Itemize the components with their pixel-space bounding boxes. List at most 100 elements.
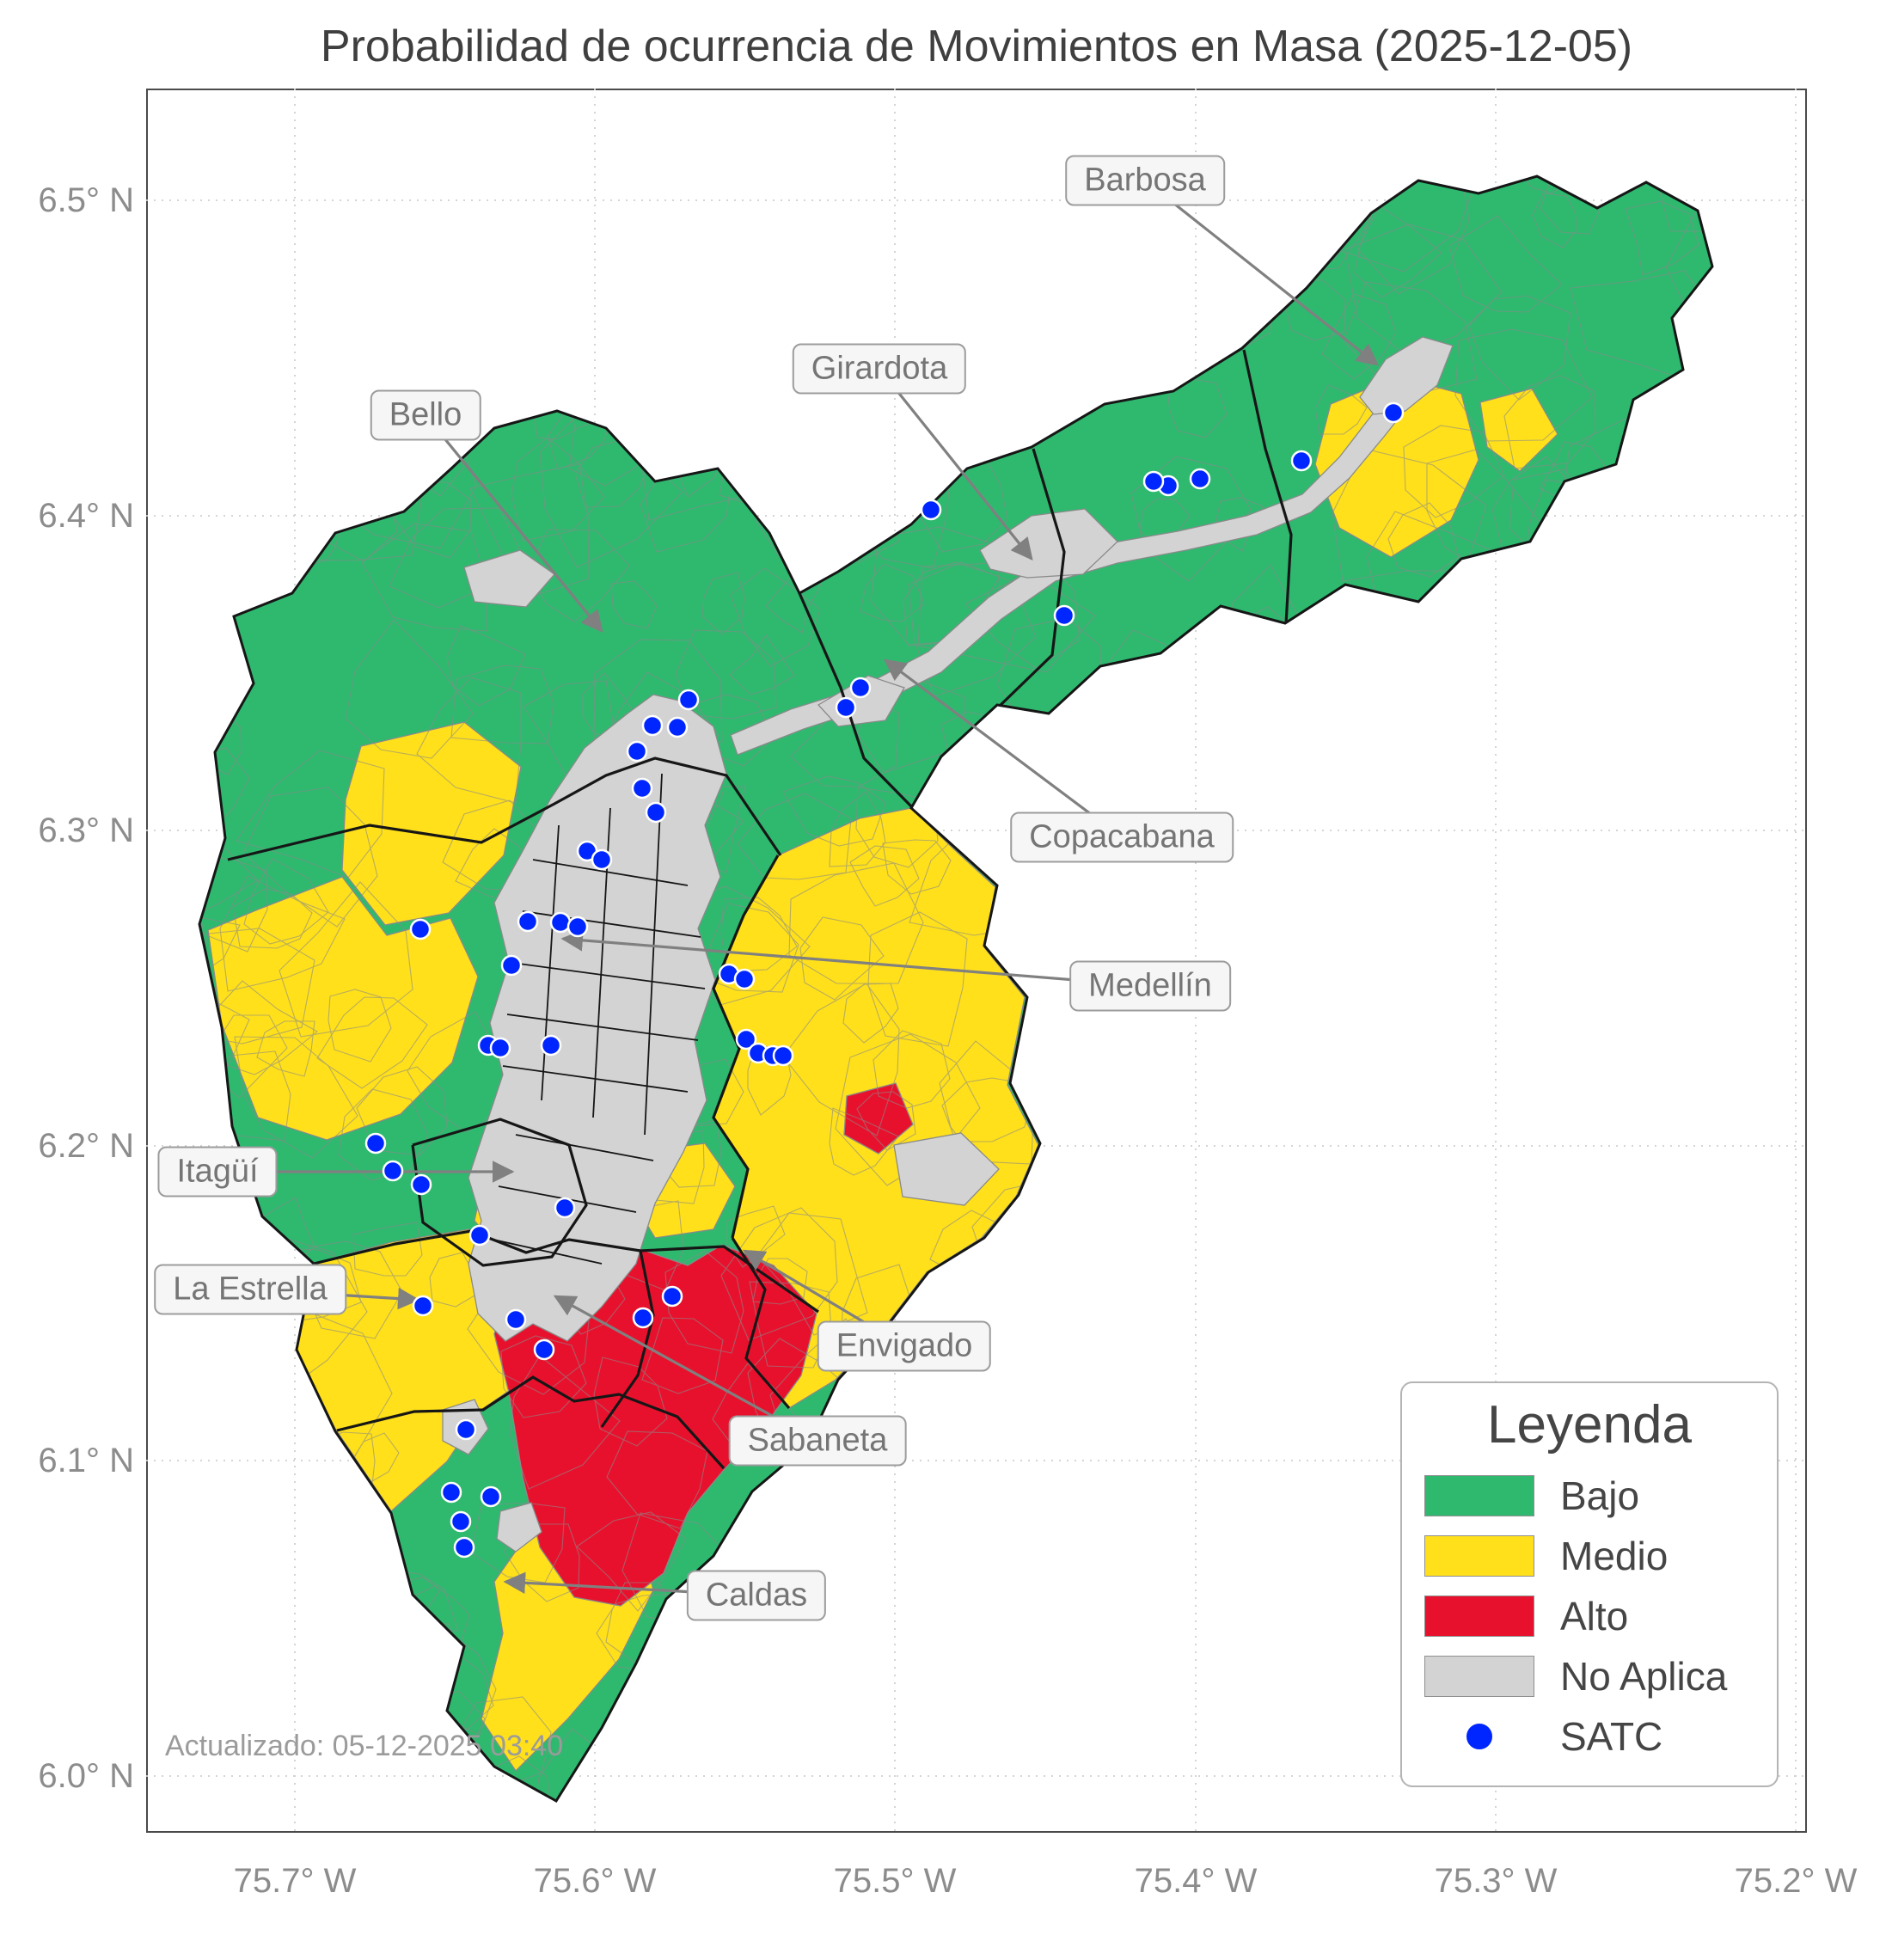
x-tick-label: 75.2° W <box>1734 1862 1858 1900</box>
annotation-label-sabaneta: Sabaneta <box>728 1415 907 1467</box>
legend-swatch-no-aplica <box>1424 1656 1534 1697</box>
annotation-arrow-barbosa <box>1144 179 1380 366</box>
legend-item-alto: Alto <box>1402 1586 1777 1646</box>
municipal-boundary <box>1242 349 1293 625</box>
satc-point <box>1290 450 1313 472</box>
satc-points <box>364 401 1405 1559</box>
region-outline <box>198 175 1714 1804</box>
legend-item-medio: Medio <box>1402 1526 1777 1586</box>
satc-point <box>480 1485 502 1508</box>
municipal-boundary <box>313 1229 819 1314</box>
satc-point <box>566 916 589 938</box>
satc-point <box>920 499 942 521</box>
region-medio <box>341 721 522 926</box>
region-no-aplica <box>496 1502 542 1553</box>
satc-point <box>468 1224 491 1246</box>
urban-comuna-line <box>515 1134 654 1161</box>
satc-point <box>677 689 700 711</box>
legend-swatch-alto <box>1424 1596 1534 1637</box>
y-tick-label: 6.0° N <box>38 1757 134 1795</box>
urban-comuna-line <box>522 910 701 938</box>
satc-point <box>412 1295 434 1317</box>
y-tick-label: 6.5° N <box>38 181 134 219</box>
annotation-arrow-bello <box>424 413 603 633</box>
x-tick-label: 75.5° W <box>833 1862 957 1900</box>
annotation-arrow-medellin <box>560 929 1151 988</box>
legend-label-satc: SATC <box>1560 1714 1663 1759</box>
region-no-aplica <box>979 508 1118 579</box>
region-no-aplica <box>463 549 555 608</box>
annotation-label-medellin: Medellín <box>1069 960 1231 1012</box>
y-tick-label: 6.1° N <box>38 1442 134 1479</box>
satc-point <box>772 1044 794 1067</box>
satc-point <box>626 740 648 763</box>
region-medio <box>1479 388 1558 472</box>
legend-label-alto: Alto <box>1560 1594 1629 1638</box>
legend-label-medio: Medio <box>1560 1534 1669 1578</box>
annotation-label-copacabana: Copacabana <box>1010 812 1234 863</box>
satc-point <box>505 1308 527 1331</box>
annotation-arrow-girardota <box>878 367 1033 560</box>
municipal-boundary <box>712 854 780 1239</box>
legend: Leyenda Bajo Medio Alto No Aplica SATC <box>1400 1381 1779 1787</box>
satc-point <box>733 968 756 990</box>
legend-item-satc: SATC <box>1402 1706 1777 1767</box>
urban-comuna-line <box>532 859 689 886</box>
municipal-boundary <box>798 592 915 810</box>
satc-point <box>1053 604 1075 627</box>
region-no-aplica <box>468 694 727 1342</box>
satc-point <box>641 714 664 737</box>
annotation-arrow-copacabana <box>883 658 1123 839</box>
urban-comuna-line <box>511 962 706 989</box>
satc-point <box>440 1481 462 1504</box>
urban-comuna-line <box>541 824 560 1101</box>
legend-label-bajo: Bajo <box>1560 1473 1640 1518</box>
annotation-label-la-estrella: La Estrella <box>154 1264 346 1315</box>
satc-point <box>1142 470 1165 493</box>
municipal-boundary <box>336 1375 726 1470</box>
legend-rows: Bajo Medio Alto No Aplica SATC <box>1402 1466 1777 1767</box>
region-no-aplica <box>893 1132 1000 1206</box>
legend-title: Leyenda <box>1487 1395 1692 1455</box>
satc-point <box>382 1160 404 1182</box>
satc-point <box>645 801 667 824</box>
satc-point <box>500 954 523 977</box>
satc-point <box>591 848 613 871</box>
annotation-label-itagui: Itagüí <box>157 1146 278 1197</box>
satc-point <box>455 1418 477 1441</box>
satc-point <box>661 1285 683 1308</box>
satc-point <box>835 696 857 719</box>
urban-comuna-line <box>644 773 663 1136</box>
satc-point <box>632 1307 654 1329</box>
municipal-boundary <box>997 448 1066 708</box>
x-tick-label: 75.6° W <box>533 1862 657 1900</box>
y-tick-label: 6.3° N <box>38 812 134 849</box>
urban-comuna-line <box>485 1237 603 1265</box>
satc-point <box>540 1034 562 1057</box>
y-tick-label: 6.2° N <box>38 1127 134 1165</box>
annotation-label-envigado: Envigado <box>817 1320 992 1372</box>
satc-point <box>489 1037 511 1059</box>
page-title: Probabilidad de ocurrencia de Movimiento… <box>320 21 1633 71</box>
legend-item-bajo: Bajo <box>1402 1466 1777 1526</box>
satc-point <box>410 1173 432 1196</box>
satc-point <box>364 1132 387 1155</box>
satc-point <box>450 1510 472 1533</box>
satc-point <box>533 1338 555 1361</box>
satc-point <box>631 777 653 799</box>
satc-point <box>1189 468 1211 490</box>
legend-label-no-aplica: No Aplica <box>1560 1654 1728 1699</box>
satc-point <box>849 677 872 699</box>
x-tick-label: 75.4° W <box>1134 1862 1258 1900</box>
municipal-boundary <box>411 1118 588 1267</box>
x-tick-label: 75.7° W <box>233 1862 357 1900</box>
satc-point <box>549 911 572 934</box>
annotation-label-girardota: Girardota <box>792 343 967 395</box>
legend-satc-dot-icon <box>1424 1721 1534 1752</box>
satc-point <box>517 910 539 933</box>
satc-point <box>409 918 432 940</box>
x-tick-label: 75.3° W <box>1434 1862 1558 1900</box>
municipal-boundary <box>227 756 782 861</box>
satc-point <box>735 1028 757 1050</box>
